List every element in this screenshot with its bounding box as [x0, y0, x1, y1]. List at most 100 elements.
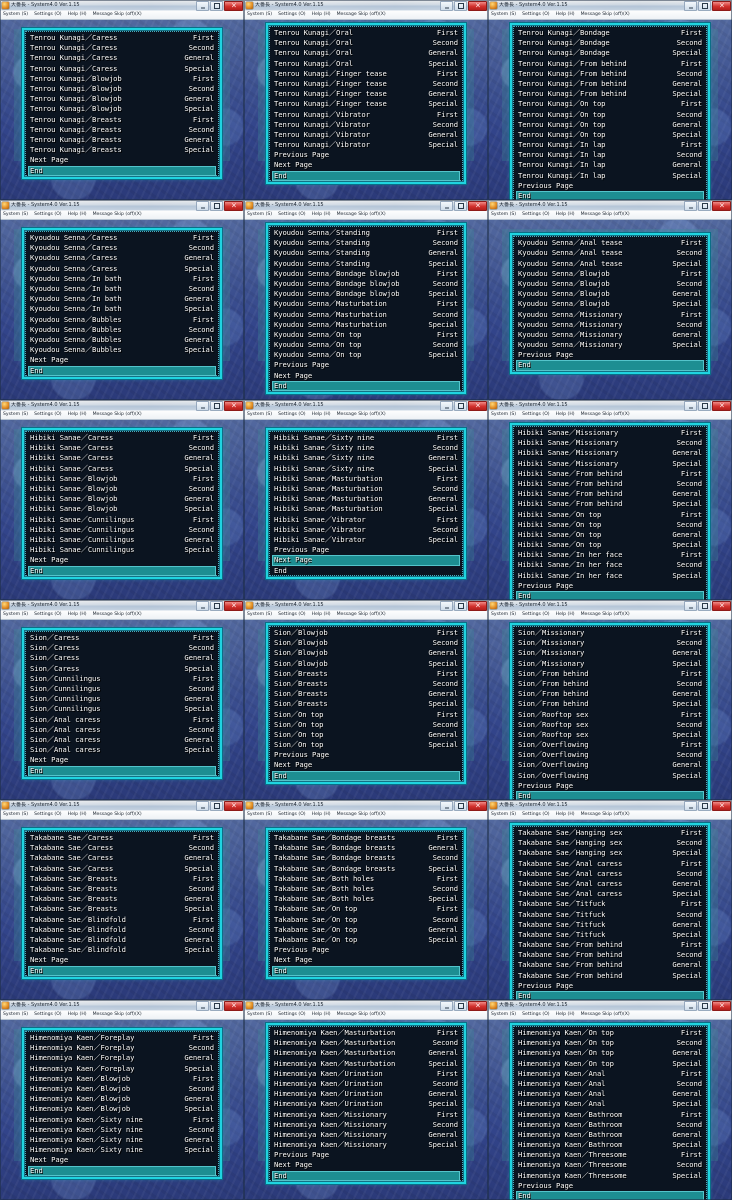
scene-row[interactable]: Hibiki Sanae／Sixty nine Second: [272, 443, 460, 453]
scene-row[interactable]: Tenrou Kunagi／From behind General: [516, 79, 704, 89]
scene-row[interactable]: Tenrou Kunagi／Finger tease Second: [272, 79, 460, 89]
scene-row[interactable]: Himenomiya Kaen／Missionary First: [272, 1110, 460, 1120]
scene-row[interactable]: Himenomiya Kaen／Masturbation General: [272, 1048, 460, 1058]
scene-row[interactable]: Hibiki Sanae／Cunnilingus General: [28, 535, 216, 545]
scene-row[interactable]: Sion／On top Special: [272, 740, 460, 750]
close-button[interactable]: [712, 800, 731, 811]
scene-row[interactable]: Kyoudou Senna／Blowjob First: [516, 269, 704, 279]
scene-row[interactable]: Tenrou Kunagi／On top Special: [516, 130, 704, 140]
menu-help[interactable]: Help (H): [311, 612, 331, 617]
scene-row[interactable]: Sion／Missionary General: [516, 648, 704, 658]
menu-settings[interactable]: Settings (O): [34, 812, 62, 817]
maximize-button[interactable]: [454, 200, 467, 211]
scene-row[interactable]: Takabane Sae／From behind First: [516, 940, 704, 950]
scene-row[interactable]: Sion／From behind Special: [516, 699, 704, 709]
scene-row[interactable]: Kyoudou Senna／Missionary General: [516, 330, 704, 340]
scene-row[interactable]: Sion／On top General: [272, 730, 460, 740]
scene-row[interactable]: Tenrou Kunagi／On top Second: [516, 110, 704, 120]
minimize-button[interactable]: [196, 200, 209, 211]
menu-system[interactable]: System (S): [3, 412, 29, 417]
scene-row[interactable]: Sion／Caress First: [28, 633, 216, 643]
scene-row[interactable]: Takabane Sae／Blindfold Special: [28, 945, 216, 955]
maximize-button[interactable]: [698, 800, 711, 811]
scene-row[interactable]: Sion／Cunnilingus First: [28, 674, 216, 684]
scene-row[interactable]: Hibiki Sanae／Caress Special: [28, 464, 216, 474]
menu-item-next-page[interactable]: Next Page: [272, 1160, 460, 1170]
close-button[interactable]: [224, 400, 243, 411]
scene-row[interactable]: Tenrou Kunagi／On top First: [516, 99, 704, 109]
scene-row[interactable]: Kyoudou Senna／Masturbation First: [272, 299, 460, 309]
scene-row[interactable]: Kyoudou Senna／Anal tease Special: [516, 259, 704, 269]
scene-row[interactable]: Tenrou Kunagi／Blowjob Second: [28, 84, 216, 94]
menu-system[interactable]: System (S): [3, 612, 29, 617]
menu-item-previous-page[interactable]: Previous Page: [272, 750, 460, 760]
scene-row[interactable]: Sion／Blowjob General: [272, 648, 460, 658]
minimize-button[interactable]: [196, 400, 209, 411]
scene-row[interactable]: Takabane Sae／Caress Second: [28, 843, 216, 853]
scene-row[interactable]: Tenrou Kunagi／Bondage First: [516, 28, 704, 38]
scene-row[interactable]: Sion／Rooftop sex First: [516, 710, 704, 720]
minimize-button[interactable]: [196, 800, 209, 811]
menu-message-skip[interactable]: Message Skip (off)(X): [336, 12, 386, 17]
scene-row[interactable]: Himenomiya Kaen／Bathroom First: [516, 1110, 704, 1120]
scene-row[interactable]: Kyoudou Senna／In bath Special: [28, 304, 216, 314]
scene-row[interactable]: Tenrou Kunagi／In lap General: [516, 160, 704, 170]
scene-row[interactable]: Hibiki Sanae／On top Second: [516, 520, 704, 530]
scene-row[interactable]: Sion／Anal caress Special: [28, 745, 216, 755]
scene-row[interactable]: Hibiki Sanae／Masturbation First: [272, 474, 460, 484]
menu-settings[interactable]: Settings (O): [34, 12, 62, 17]
menu-settings[interactable]: Settings (O): [522, 212, 550, 217]
close-button[interactable]: [712, 1000, 731, 1011]
menu-item-next-page[interactable]: Next Page: [272, 955, 460, 965]
scene-row[interactable]: Sion／Anal caress Second: [28, 725, 216, 735]
scene-row[interactable]: Sion／On top First: [272, 710, 460, 720]
minimize-button[interactable]: [440, 600, 453, 611]
menu-item-end[interactable]: End: [28, 765, 216, 776]
scene-row[interactable]: Hibiki Sanae／From behind First: [516, 469, 704, 479]
maximize-button[interactable]: [454, 600, 467, 611]
scene-row[interactable]: Takabane Sae／Hanging sex Special: [516, 848, 704, 858]
menu-item-end[interactable]: End: [516, 991, 704, 1000]
scene-row[interactable]: Kyoudou Senna／Standing First: [272, 228, 460, 238]
menu-system[interactable]: System (S): [247, 812, 273, 817]
scene-row[interactable]: Hibiki Sanae／Blowjob General: [28, 494, 216, 504]
scene-row[interactable]: Tenrou Kunagi／Vibrator General: [272, 130, 460, 140]
scene-row[interactable]: Tenrou Kunagi／From behind Special: [516, 89, 704, 99]
scene-row[interactable]: Tenrou Kunagi／Vibrator Second: [272, 120, 460, 130]
scene-row[interactable]: Hibiki Sanae／Caress General: [28, 453, 216, 463]
maximize-button[interactable]: [698, 200, 711, 211]
scene-row[interactable]: Sion／From behind Second: [516, 679, 704, 689]
menu-item-previous-page[interactable]: Previous Page: [516, 981, 704, 991]
scene-row[interactable]: Tenrou Kunagi／Caress Special: [28, 64, 216, 74]
menu-item-next-page[interactable]: Next Page: [272, 555, 460, 566]
scene-row[interactable]: Himenomiya Kaen／Masturbation Second: [272, 1038, 460, 1048]
scene-row[interactable]: Hibiki Sanae／Masturbation Second: [272, 484, 460, 494]
scene-row[interactable]: Kyoudou Senna／In bath First: [28, 274, 216, 284]
maximize-button[interactable]: [698, 400, 711, 411]
menu-item-end[interactable]: End: [516, 360, 704, 371]
scene-row[interactable]: Sion／Breasts Special: [272, 699, 460, 709]
scene-row[interactable]: Hibiki Sanae／On top First: [516, 510, 704, 520]
close-button[interactable]: [224, 200, 243, 211]
menu-item-previous-page[interactable]: Previous Page: [516, 1181, 704, 1191]
scene-row[interactable]: Takabane Sae／Breasts First: [28, 874, 216, 884]
menu-system[interactable]: System (S): [247, 1012, 273, 1017]
scene-row[interactable]: Takabane Sae／Breasts General: [28, 894, 216, 904]
scene-row[interactable]: Kyoudou Senna／In bath General: [28, 294, 216, 304]
scene-row[interactable]: Himenomiya Kaen／Masturbation Special: [272, 1059, 460, 1069]
scene-row[interactable]: Kyoudou Senna／Bubbles First: [28, 315, 216, 325]
menu-item-previous-page[interactable]: Previous Page: [272, 1150, 460, 1160]
menu-help[interactable]: Help (H): [555, 212, 575, 217]
close-button[interactable]: [468, 600, 487, 611]
scene-row[interactable]: Hibiki Sanae／Missionary First: [516, 428, 704, 438]
scene-row[interactable]: Tenrou Kunagi／In lap Special: [516, 171, 704, 181]
menu-help[interactable]: Help (H): [67, 212, 87, 217]
scene-row[interactable]: Takabane Sae／Hanging sex First: [516, 828, 704, 838]
scene-row[interactable]: Takabane Sae／Anal caress General: [516, 879, 704, 889]
minimize-button[interactable]: [440, 800, 453, 811]
scene-row[interactable]: Kyoudou Senna／In bath Second: [28, 284, 216, 294]
scene-row[interactable]: Tenrou Kunagi／Vibrator Special: [272, 140, 460, 150]
scene-row[interactable]: Hibiki Sanae／From behind General: [516, 489, 704, 499]
scene-row[interactable]: Tenrou Kunagi／From behind First: [516, 59, 704, 69]
menu-item-next-page[interactable]: Next Page: [28, 155, 216, 165]
